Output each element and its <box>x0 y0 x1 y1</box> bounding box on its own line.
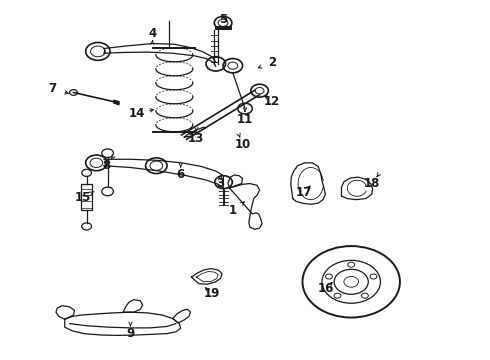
Text: 1: 1 <box>229 204 237 217</box>
Text: 3: 3 <box>217 177 225 190</box>
Text: 16: 16 <box>317 283 334 296</box>
Text: 9: 9 <box>126 327 135 340</box>
Text: 19: 19 <box>204 287 220 300</box>
Text: 6: 6 <box>176 168 185 181</box>
Text: 17: 17 <box>295 186 312 199</box>
Text: 13: 13 <box>188 132 204 145</box>
Text: 2: 2 <box>268 55 276 69</box>
Text: 7: 7 <box>49 82 57 95</box>
Text: 14: 14 <box>129 107 145 120</box>
Text: 12: 12 <box>264 95 280 108</box>
Text: 18: 18 <box>364 177 380 190</box>
Text: 8: 8 <box>102 159 110 172</box>
Text: 11: 11 <box>237 113 253 126</box>
Text: 4: 4 <box>148 27 156 40</box>
Text: 5: 5 <box>219 13 227 26</box>
Text: 15: 15 <box>75 192 92 204</box>
Text: 10: 10 <box>234 138 251 151</box>
